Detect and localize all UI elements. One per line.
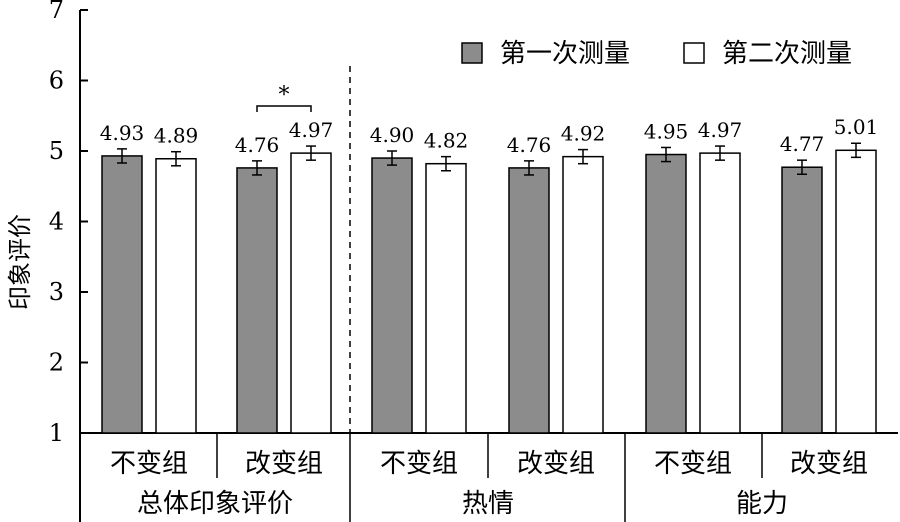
bar: [835, 149, 877, 434]
x-category-label: 不变组: [110, 449, 188, 479]
data-label: 4.76: [507, 133, 552, 157]
y-tick-label: 3: [49, 278, 64, 306]
x-category-label: 不变组: [380, 449, 458, 479]
value-labels: 4.93 4.76 4.90 4.76 4.95 4.77 4.89 4.97 4.82 4.92…: [100, 115, 879, 157]
x-group-label: 热情: [462, 489, 514, 519]
bar: [781, 166, 823, 434]
data-label: 4.77: [780, 132, 825, 156]
data-label: 4.97: [289, 118, 334, 142]
bar: [699, 152, 741, 434]
y-tick-label: 1: [49, 419, 64, 447]
bar: [371, 157, 413, 434]
legend-swatch: [683, 42, 705, 64]
data-label: 4.76: [235, 133, 280, 157]
y-tick-label: 4: [49, 208, 64, 236]
x-group-labels: 总体印象评价 热情 能力: [137, 489, 788, 519]
x-group-label: 能力: [736, 489, 788, 519]
bar: [236, 167, 278, 434]
bar: [645, 153, 687, 434]
data-label: 4.92: [561, 122, 606, 146]
data-label: 4.82: [424, 129, 469, 153]
y-tick-label: 2: [49, 349, 64, 377]
bar: [101, 155, 143, 434]
x-category-label: 改变组: [245, 449, 323, 479]
bar: [562, 155, 604, 434]
bars: [101, 149, 877, 434]
y-tick-label: 5: [49, 137, 64, 165]
x-category-label: 不变组: [654, 449, 732, 479]
data-label: 5.01: [834, 115, 879, 139]
data-label: 4.95: [644, 119, 689, 143]
x-category-label: 改变组: [790, 449, 868, 479]
error-bars: [117, 142, 861, 176]
significance-markers: *: [256, 83, 312, 112]
significance-star: *: [279, 83, 290, 108]
x-category-label: 改变组: [517, 449, 595, 479]
data-label: 4.90: [370, 123, 415, 147]
legend-label: 第一次测量: [500, 39, 630, 69]
legend-swatch: [461, 42, 483, 64]
data-label: 4.89: [154, 124, 199, 148]
bar: [290, 152, 332, 434]
y-tick-label: 7: [49, 0, 64, 24]
y-tick-label: 6: [49, 67, 64, 95]
legend: 第一次测量 第二次测量: [461, 39, 852, 69]
data-label: 4.93: [100, 121, 145, 145]
x-category-labels: 不变组 改变组 不变组 改变组 不变组 改变组: [110, 433, 868, 522]
bar: [508, 167, 550, 434]
bar: [425, 162, 467, 434]
axes: [79, 10, 898, 522]
legend-label: 第二次测量: [722, 39, 852, 69]
data-label: 4.97: [698, 118, 743, 142]
y-axis-label: 印象评价: [6, 214, 34, 310]
x-group-label: 总体印象评价: [137, 489, 293, 519]
significance-bracket: [256, 105, 312, 112]
bar: [155, 158, 197, 434]
y-ticks: 1 2 3 4 5 6 7: [49, 0, 88, 447]
